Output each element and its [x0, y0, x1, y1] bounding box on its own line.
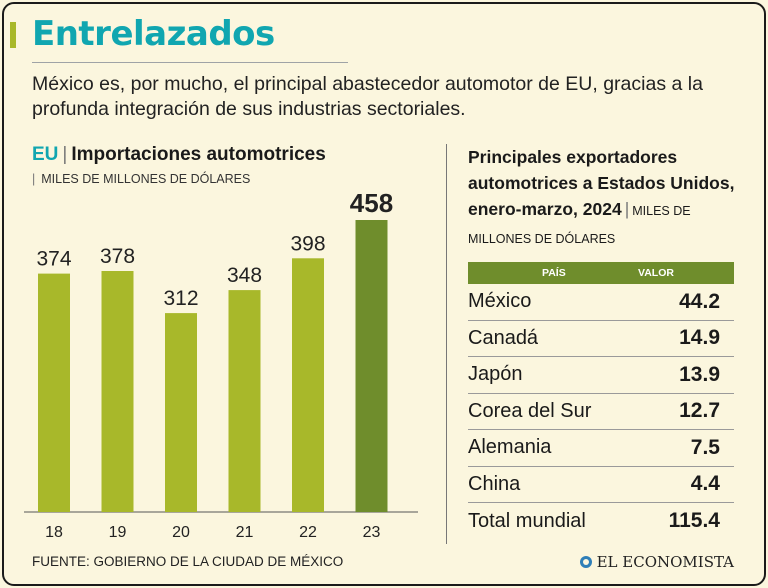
title-separator: |	[62, 144, 68, 165]
table-header: PAÍS VALOR	[468, 262, 734, 284]
data-label-23: 458	[350, 188, 393, 218]
x-tick-18: 18	[45, 524, 63, 541]
table-cell-value: 44.2	[679, 289, 720, 313]
table-row: Alemania 7.5	[468, 430, 734, 467]
brand-name: EL ECONOMISTA	[596, 553, 734, 571]
table-cell-country: Canadá	[468, 326, 539, 349]
exporters-table: PAÍS VALOR México 44.2 Canadá 14.9 Japón 13.9…	[468, 262, 734, 540]
bar-22	[292, 258, 324, 512]
brand-icon	[579, 556, 592, 568]
table-cell-country: Japón	[468, 363, 523, 386]
table-cell-country: Total mundial	[468, 509, 586, 532]
table-cell-country: Alemania	[468, 436, 552, 459]
title-divider	[32, 62, 348, 63]
title-accent-bar	[10, 22, 16, 48]
table-row: Canadá 14.9	[468, 321, 734, 357]
chart-title: EU | Importaciones automotrices	[32, 144, 326, 166]
data-label-20: 312	[163, 287, 198, 310]
table-title-separator: |	[624, 199, 630, 219]
table-cell-value: 13.9	[679, 362, 720, 386]
table-row: Corea del Sur 12.7	[468, 394, 734, 430]
bar-18	[38, 273, 70, 512]
table-cell-value: 4.4	[690, 472, 720, 496]
data-label-18: 374	[36, 248, 71, 271]
brand-logo: EL ECONOMISTA	[579, 553, 734, 571]
x-tick-19: 19	[109, 524, 127, 541]
bar-20	[165, 313, 197, 512]
table-title: Principales exportadores automotrices a …	[468, 144, 738, 252]
data-label-22: 398	[290, 232, 325, 255]
chart-title-text: Importaciones automotrices	[71, 144, 326, 165]
table-cell-country: México	[468, 290, 532, 313]
table-cell-value: 12.7	[679, 399, 720, 423]
table-row: Total mundial 115.4	[468, 503, 734, 540]
header-country: PAÍS	[542, 267, 566, 279]
bar-19	[101, 271, 134, 512]
vertical-divider	[446, 144, 447, 544]
header-value: VALOR	[638, 267, 674, 279]
source-note: FUENTE: GOBIERNO DE LA CIUDAD DE MÉXICO	[32, 554, 344, 569]
table-cell-value: 14.9	[679, 326, 720, 350]
chart-ylabel: MILES DE MILLONES DE DÓLARES	[41, 172, 251, 186]
table-row: Japón 13.9	[468, 357, 734, 394]
x-tick-23: 23	[363, 524, 381, 541]
table-cell-value: 115.4	[668, 509, 720, 533]
bar-23	[355, 220, 388, 512]
table-cell-value: 7.5	[690, 435, 720, 459]
data-label-21: 348	[227, 264, 262, 287]
data-label-19: 378	[100, 245, 135, 268]
chart-unit-label: | MILES DE MILLONES DE DÓLARES	[32, 172, 250, 186]
x-tick-22: 22	[299, 524, 317, 541]
table-cell-country: China	[468, 472, 521, 495]
table-body: México 44.2 Canadá 14.9 Japón 13.9 Corea del S…	[468, 284, 734, 540]
table-row: México 44.2	[468, 284, 734, 321]
unit-separator: |	[32, 172, 36, 186]
table-row: China 4.4	[468, 467, 734, 503]
page-subtitle: México es, por mucho, el principal abast…	[32, 73, 703, 120]
table-cell-country: Corea del Sur	[468, 399, 592, 422]
page-title: Entrelazados	[32, 14, 275, 54]
chart-title-prefix: EU	[32, 144, 59, 165]
table-title-text: Principales exportadores automotrices a …	[468, 147, 735, 219]
bar-chart: 374 18 378 19 312 20 348 21 398 22 458 23	[24, 188, 418, 541]
bar-21	[228, 290, 261, 512]
x-tick-21: 21	[236, 524, 254, 541]
x-tick-20: 20	[172, 524, 190, 541]
table-unit: MILES DE MILLONES DE DÓLARES	[468, 204, 691, 246]
